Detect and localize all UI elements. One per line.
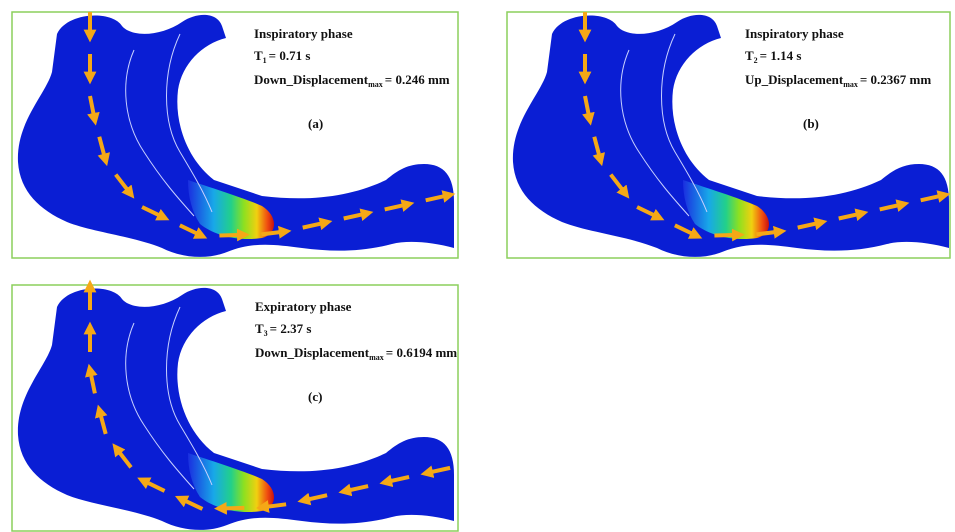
flow-arrow <box>220 508 244 509</box>
airway-model <box>513 15 949 257</box>
time-symbol: T <box>255 321 264 336</box>
time-symbol: T <box>745 48 754 63</box>
panel: Expiratory phase T3= 2.37 s Down_Displac… <box>12 285 458 531</box>
time: T3= 2.37 s <box>255 321 311 338</box>
panel: Inspiratory phase T1= 0.71 s Down_Displa… <box>12 12 458 258</box>
flow-arrow <box>714 235 738 236</box>
airway-model <box>18 15 454 257</box>
displacement-value: = 0.246 mm <box>385 72 450 87</box>
flow-arrow <box>756 232 780 235</box>
displacement: Down_Displacementmax= 0.6194 mm <box>255 345 457 362</box>
time-symbol: T <box>254 48 263 63</box>
airway-model <box>18 288 454 530</box>
panel-label: (a) <box>308 116 323 131</box>
time-value: = 0.71 s <box>269 48 311 63</box>
displacement-name: Down_Displacement <box>254 72 369 87</box>
panel: Inspiratory phase T2= 1.14 s Up_Displace… <box>507 12 950 258</box>
displacement-sub: max <box>369 353 384 362</box>
displacement-value: = 0.2367 mm <box>860 72 931 87</box>
panel-label: (c) <box>308 389 322 404</box>
phase: Inspiratory phase <box>745 26 844 41</box>
displacement: Up_Displacementmax= 0.2367 mm <box>745 72 931 89</box>
time-index: 1 <box>263 56 267 65</box>
phase: Expiratory phase <box>255 299 352 314</box>
displacement-name: Down_Displacement <box>255 345 370 360</box>
time-index: 3 <box>264 329 268 338</box>
displacement-sub: max <box>843 80 858 89</box>
time: T1= 0.71 s <box>254 48 310 65</box>
phase: Inspiratory phase <box>254 26 353 41</box>
flow-arrow <box>261 232 285 235</box>
time-value: = 1.14 s <box>760 48 802 63</box>
displacement: Down_Displacementmax= 0.246 mm <box>254 72 450 89</box>
time-value: = 2.37 s <box>270 321 312 336</box>
flow-arrow <box>219 235 243 236</box>
time: T2= 1.14 s <box>745 48 801 65</box>
panel-label: (b) <box>803 116 819 131</box>
displacement-value: = 0.6194 mm <box>386 345 457 360</box>
time-index: 2 <box>754 56 758 65</box>
displacement-sub: max <box>368 80 383 89</box>
figure: Inspiratory phase T1= 0.71 s Down_Displa… <box>0 0 955 532</box>
displacement-name: Up_Displacement <box>745 72 844 87</box>
